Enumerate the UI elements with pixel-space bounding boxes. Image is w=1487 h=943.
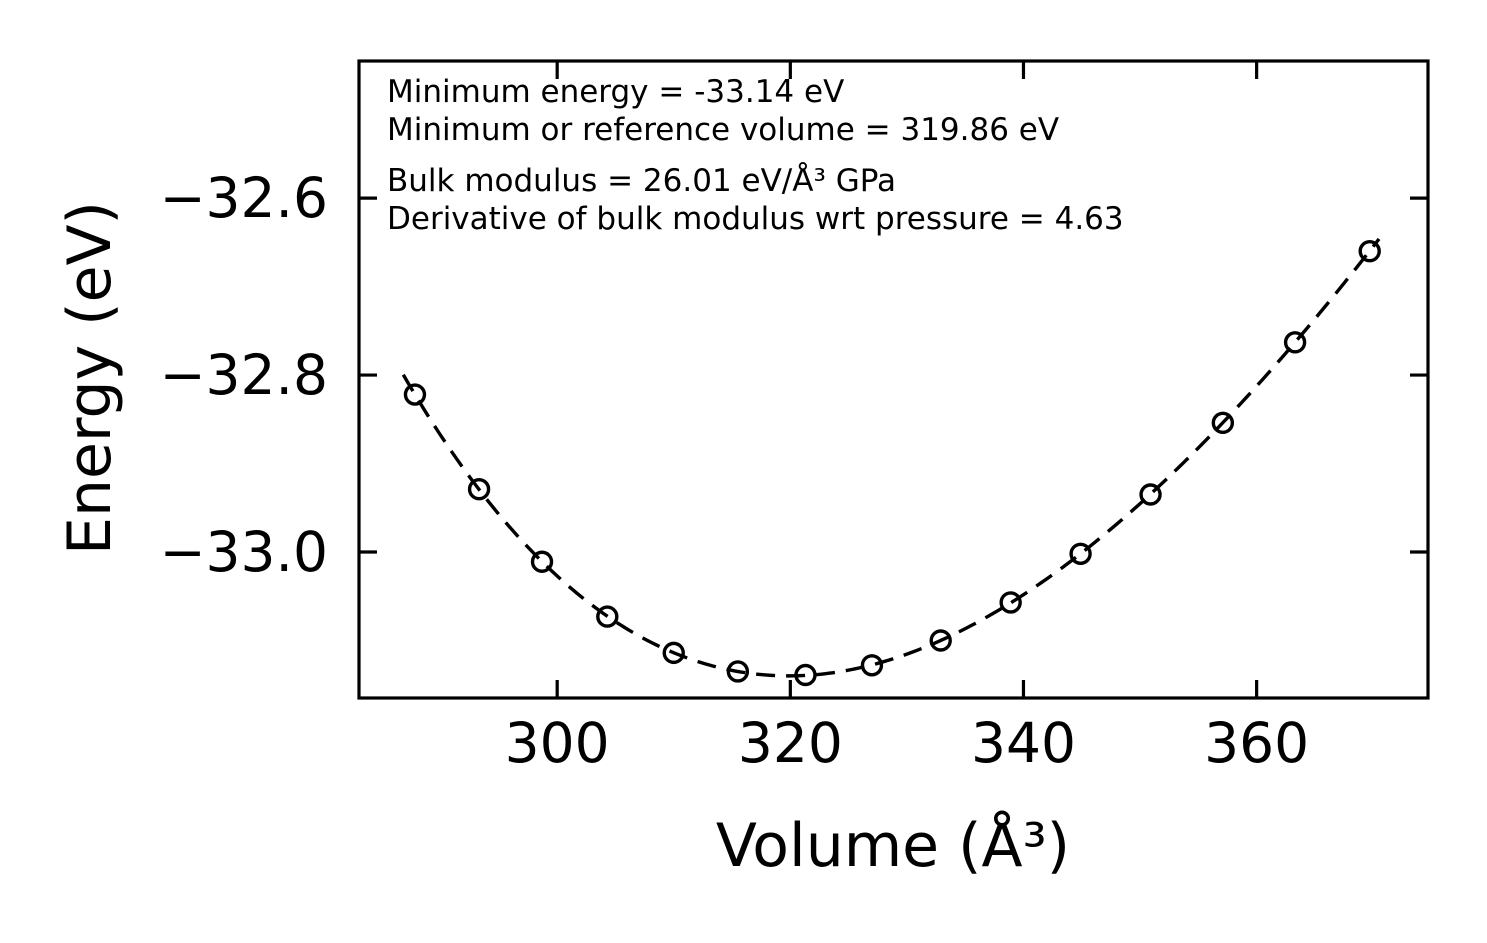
x-tick-label: 320 <box>737 711 843 775</box>
annotation-bulk-modulus-derivative: Derivative of bulk modulus wrt pressure … <box>387 201 1124 237</box>
data-point-marker <box>999 591 1022 614</box>
y-tick-label: −32.8 <box>159 343 328 408</box>
data-point-marker <box>929 629 952 652</box>
y-tick-label: −33.0 <box>159 520 328 585</box>
annotation-block-bulk-modulus: Bulk modulus = 26.01 eV/Å³ GPa Derivativ… <box>387 162 1124 238</box>
data-point-marker <box>1139 483 1162 506</box>
annotation-ref-volume: Minimum or reference volume = 319.86 eV <box>387 112 1060 148</box>
data-point-marker <box>726 660 750 683</box>
x-tick-label: 300 <box>504 711 610 775</box>
data-point-marker <box>1211 411 1235 435</box>
annotation-block-energy-volume: Minimum energy = -33.14 eV Minimum or re… <box>387 73 1124 149</box>
data-point-marker <box>1358 240 1381 263</box>
annotation-bulk-modulus: Bulk modulus = 26.01 eV/Å³ GPa <box>387 163 897 199</box>
data-point-marker <box>530 550 554 573</box>
fit-curve <box>401 237 1381 678</box>
data-point-marker <box>596 605 619 628</box>
fit-results-annotation: Minimum energy = -33.14 eV Minimum or re… <box>387 73 1124 238</box>
data-point-marker <box>467 478 491 501</box>
x-tick-label: 340 <box>970 711 1076 775</box>
annotation-min-energy: Minimum energy = -33.14 eV <box>387 74 845 110</box>
data-point-marker <box>1283 331 1307 354</box>
axes-frame <box>357 59 1430 700</box>
y-tick-label: −32.6 <box>159 166 328 231</box>
data-point-marker <box>403 383 427 406</box>
data-point-marker <box>662 641 685 665</box>
data-point-marker <box>1069 542 1092 565</box>
x-tick-label: 360 <box>1204 711 1310 775</box>
data-point-marker <box>860 654 884 677</box>
data-point-marker <box>794 663 817 687</box>
x-axis-label: Volume (Å³) <box>715 811 1071 881</box>
